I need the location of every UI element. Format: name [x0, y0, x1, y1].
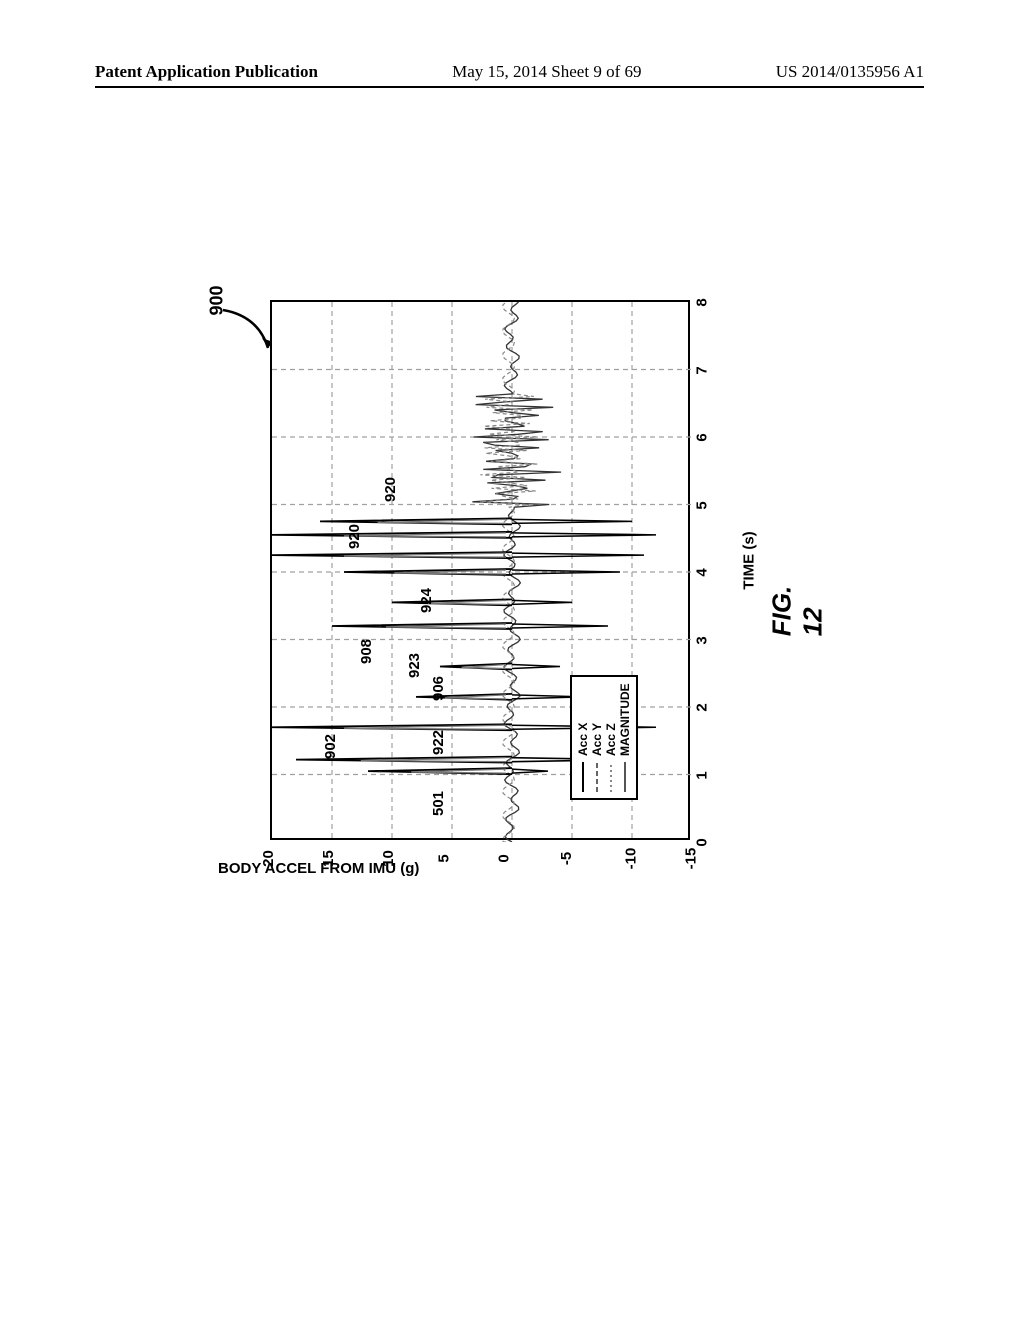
figure-area: 900 -15-10-505101520 012345678 BODY ACCE…	[230, 260, 810, 900]
ref-label-924: 924	[418, 588, 435, 613]
ref-label-501: 501	[430, 791, 447, 816]
y-tick: -5	[558, 852, 575, 865]
x-tick: 5	[694, 501, 711, 509]
x-tick: 2	[694, 703, 711, 711]
x-tick: 1	[694, 771, 711, 779]
page-header: Patent Application Publication May 15, 2…	[95, 62, 924, 88]
legend-box: Acc XAcc YAcc ZMAGNITUDE	[570, 675, 638, 800]
ref-label-908: 908	[358, 639, 375, 664]
header-left: Patent Application Publication	[95, 62, 318, 82]
legend-item: Acc Y	[590, 683, 604, 792]
x-tick: 0	[694, 838, 711, 846]
y-tick: -10	[622, 848, 639, 870]
y-tick: 0	[496, 854, 513, 862]
legend-item: Acc Z	[604, 683, 618, 792]
ref-label-906: 906	[430, 676, 447, 701]
x-tick: 8	[694, 298, 711, 306]
ref-label-922: 922	[430, 730, 447, 755]
ref-label-920: 920	[382, 477, 399, 502]
y-axis-label: BODY ACCEL FROM IMU (g)	[218, 860, 419, 877]
x-tick: 4	[694, 568, 711, 576]
x-tick: 3	[694, 636, 711, 644]
figure-caption: FIG. 12	[766, 586, 828, 637]
header-right: US 2014/0135956 A1	[776, 62, 924, 82]
y-tick: 5	[436, 854, 453, 862]
header-center: May 15, 2014 Sheet 9 of 69	[452, 62, 641, 82]
x-tick: 6	[694, 433, 711, 441]
ref-label-920: 920	[346, 524, 363, 549]
x-tick: 7	[694, 366, 711, 374]
x-axis-label: TIME (s)	[741, 531, 758, 589]
y-tick: -15	[682, 848, 699, 870]
ref-label-902: 902	[322, 733, 339, 758]
legend-item: Acc X	[576, 683, 590, 792]
legend-item: MAGNITUDE	[618, 683, 632, 792]
arrow-900-icon	[218, 308, 278, 358]
ref-label-923: 923	[406, 652, 423, 677]
